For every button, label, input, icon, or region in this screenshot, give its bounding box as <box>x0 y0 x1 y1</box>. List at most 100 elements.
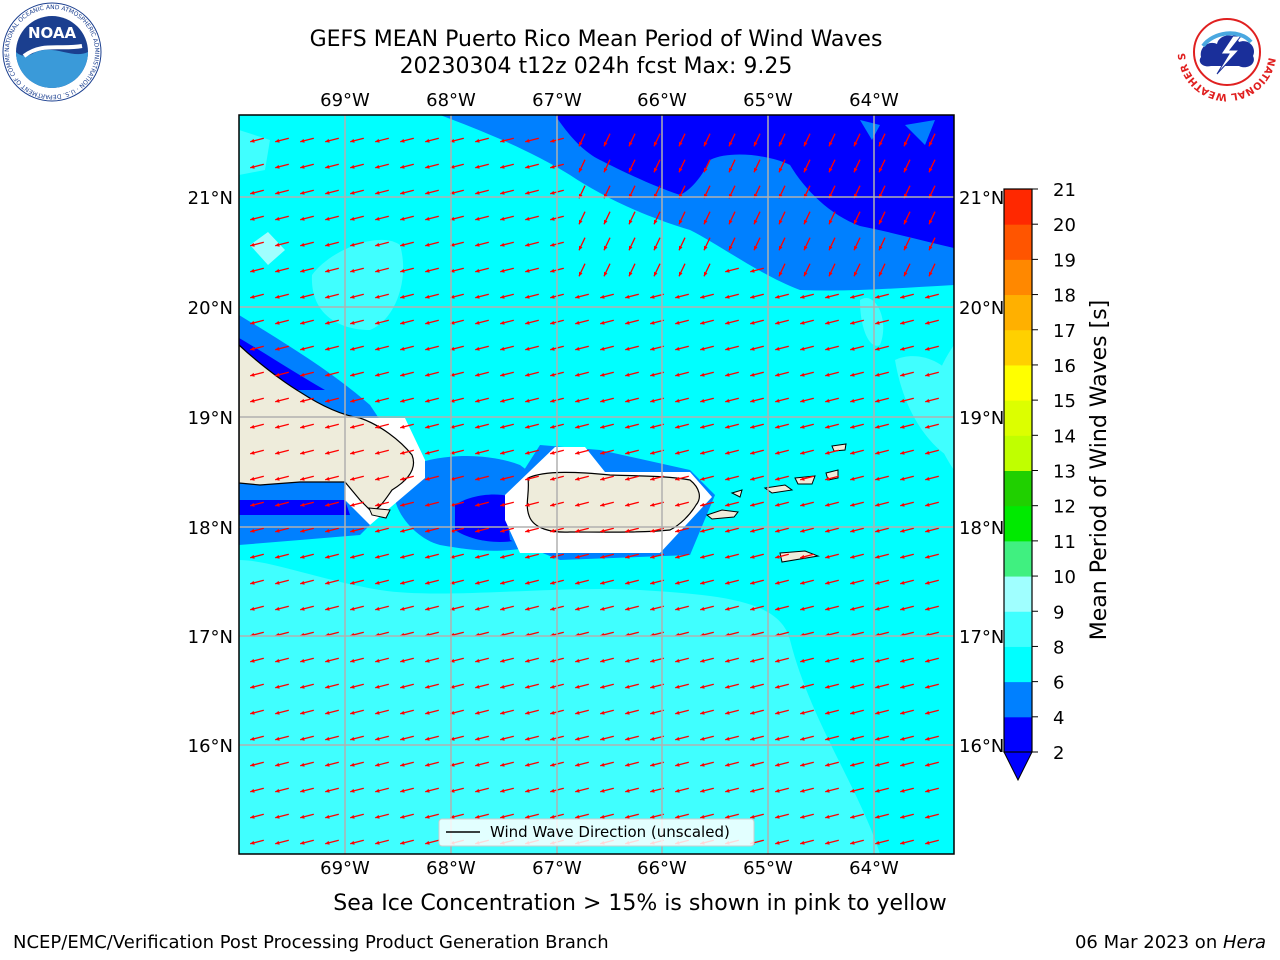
colorbar-segment <box>1004 646 1032 683</box>
wave-arrow-head <box>850 710 855 715</box>
wave-arrow-head <box>300 190 305 195</box>
wave-arrow-head <box>775 606 780 611</box>
wave-arrow-head <box>425 814 430 819</box>
wave-arrow-head <box>875 320 880 325</box>
wave-arrow-head <box>275 190 280 195</box>
wave-arrow-head <box>425 736 430 741</box>
wave-arrow-head <box>775 294 780 299</box>
wave-arrow-head <box>400 476 405 481</box>
wave-arrow-head <box>925 476 930 481</box>
wave-arrow-head <box>475 814 480 819</box>
wave-arrow-head <box>850 398 855 403</box>
wave-arrow-head <box>675 398 680 403</box>
wave-arrow-head <box>525 606 530 611</box>
wave-arrow-head <box>575 502 580 507</box>
wave-arrow-head <box>625 372 630 377</box>
wave-arrow-head <box>400 372 405 377</box>
lat-label-right: 17°N <box>959 627 1004 648</box>
wave-arrow-head <box>325 658 330 663</box>
wave-arrow-head <box>925 450 930 455</box>
wave-arrow-head <box>900 554 905 559</box>
wave-arrow-head <box>475 268 480 273</box>
wave-arrow-head <box>375 268 380 273</box>
wave-arrow-head <box>250 502 255 507</box>
wave-arrow-head <box>629 271 633 277</box>
wave-arrow-head <box>325 450 330 455</box>
wave-arrow-head <box>400 398 405 403</box>
wave-arrow-head <box>650 606 655 611</box>
wave-arrow-head <box>325 476 330 481</box>
wave-arrow-head <box>250 398 255 403</box>
wave-arrow-head <box>704 219 708 225</box>
wave-arrow-head <box>275 606 280 611</box>
wave-arrow-head <box>850 840 855 845</box>
wave-arrow-head <box>625 528 630 533</box>
wave-arrow-head <box>800 814 805 819</box>
wave-arrow-head <box>925 710 930 715</box>
colorbar-tick-label: 12 <box>1053 497 1076 518</box>
wave-arrow-head <box>275 814 280 819</box>
map-legend: Wind Wave Direction (unscaled) <box>438 818 755 847</box>
wave-arrow-head <box>475 216 480 221</box>
wave-arrow-head <box>325 294 330 299</box>
wave-arrow-head <box>729 167 733 173</box>
wave-arrow-head <box>925 814 930 819</box>
wave-arrow-head <box>775 554 780 559</box>
wave-arrow-head <box>675 528 680 533</box>
wave-arrow-head <box>829 245 833 251</box>
wave-arrow-head <box>675 710 680 715</box>
wave-arrow-head <box>350 268 355 273</box>
wave-arrow-head <box>804 219 808 225</box>
wave-arrow-head <box>275 346 280 351</box>
wave-arrow-head <box>300 710 305 715</box>
wave-arrow-head <box>875 424 880 429</box>
wave-arrow-head <box>825 372 830 377</box>
wave-arrow-head <box>704 245 708 251</box>
wave-arrow-head <box>625 658 630 663</box>
wave-arrow-head <box>575 710 580 715</box>
wave-arrow-head <box>650 294 655 299</box>
wave-arrow-head <box>725 502 730 507</box>
wave-arrow-head <box>854 219 858 225</box>
wave-arrow-head <box>550 138 555 143</box>
colorbar-segment <box>1004 716 1032 753</box>
wave-arrow-head <box>675 658 680 663</box>
wave-arrow-head <box>725 814 730 819</box>
wave-arrow-head <box>925 294 930 299</box>
colorbar-segment <box>1004 611 1032 647</box>
wave-arrow-head <box>325 320 330 325</box>
wave-arrow-head <box>775 710 780 715</box>
wave-arrow-head <box>800 788 805 793</box>
wave-arrow-head <box>250 320 255 325</box>
wave-arrow-head <box>725 346 730 351</box>
wave-arrow-head <box>375 450 380 455</box>
wave-arrow-head <box>350 346 355 351</box>
wave-arrow-head <box>625 736 630 741</box>
wave-arrow-head <box>850 372 855 377</box>
wave-arrow-head <box>825 528 830 533</box>
colorbar-segment <box>1004 259 1032 296</box>
wave-arrow-head <box>879 141 883 147</box>
colorbar-segment <box>1004 224 1032 260</box>
wave-arrow-head <box>679 245 683 251</box>
wave-arrow-head <box>250 190 255 195</box>
wave-arrow-head <box>375 320 380 325</box>
wave-arrow-head <box>475 476 480 481</box>
wave-arrow-head <box>700 814 705 819</box>
wave-arrow-head <box>650 346 655 351</box>
wave-arrow-head <box>929 141 933 147</box>
wave-arrow-head <box>525 372 530 377</box>
wave-arrow-head <box>550 268 555 273</box>
wave-arrow-head <box>650 372 655 377</box>
colorbar-segment <box>1004 435 1032 471</box>
wave-arrow-head <box>275 424 280 429</box>
wave-arrow-head <box>879 167 883 173</box>
wave-arrow-head <box>350 476 355 481</box>
lat-label-left: 19°N <box>188 408 233 429</box>
wave-arrow-head <box>600 398 605 403</box>
wave-arrow-head <box>550 788 555 793</box>
wave-arrow-head <box>625 788 630 793</box>
wave-arrow-head <box>350 788 355 793</box>
wave-arrow-head <box>650 502 655 507</box>
